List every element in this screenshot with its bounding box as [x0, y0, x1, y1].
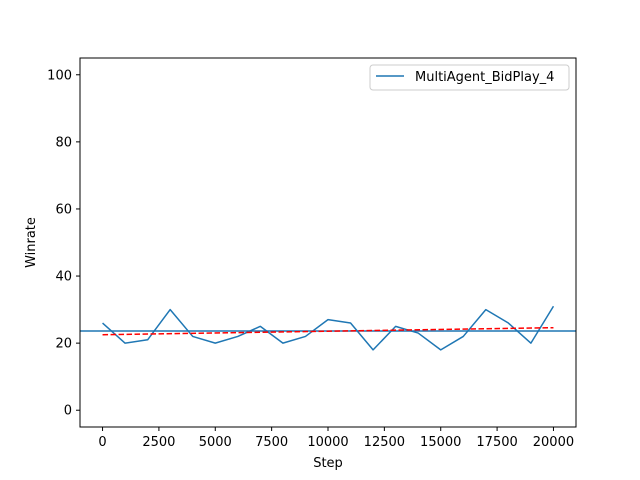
y-tick-label-0: 0 [64, 404, 72, 419]
legend: MultiAgent_BidPlay_4 [369, 64, 570, 91]
x-tick-label-2: 5000 [199, 435, 232, 450]
x-tick-label-3: 7500 [255, 435, 288, 450]
y-axis-label: Winrate [24, 217, 39, 268]
x-tick-label-0: 0 [98, 435, 106, 450]
y-tick-label-1: 20 [55, 337, 72, 352]
plot-area [79, 57, 577, 428]
y-tick-label-5: 100 [47, 68, 72, 83]
x-axis-label: Step [313, 456, 343, 471]
x-tick-label-7: 17500 [476, 435, 517, 450]
y-tick-label-2: 40 [55, 270, 72, 285]
y-tick-label-3: 60 [55, 202, 72, 217]
y-tick-label-4: 80 [55, 135, 72, 150]
x-tick-label-8: 20000 [533, 435, 574, 450]
x-tick-label-1: 2500 [142, 435, 175, 450]
series-line-0 [102, 305, 555, 351]
legend-box [369, 64, 570, 91]
x-axis-ticks: 0 2500 5000 7500 10000 12500 15000 17500 20000 [98, 427, 574, 450]
y-axis-ticks: 0 20 40 60 80 100 [47, 68, 80, 419]
x-tick-label-4: 10000 [307, 435, 348, 450]
x-tick-label-6: 15000 [420, 435, 461, 450]
trend-line [102, 326, 554, 336]
legend-entry-label: MultiAgent_BidPlay_4 [415, 70, 554, 85]
x-tick-label-5: 12500 [364, 435, 405, 450]
